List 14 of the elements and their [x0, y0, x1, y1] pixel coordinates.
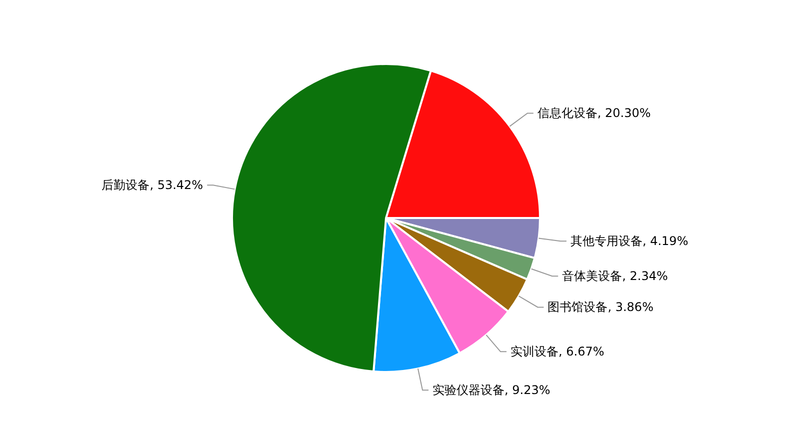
data-label: , 6.67% — [558, 344, 604, 359]
slice-label: 实训设备 — [510, 344, 559, 359]
data-label: , 9.23% — [504, 383, 550, 398]
slice-label: 图书馆设备 — [548, 300, 608, 314]
data-label: , 3.86% — [608, 300, 654, 314]
slice-label: 实验仪器设备 — [432, 383, 505, 398]
data-label: , 20.30% — [597, 106, 651, 120]
data-label: , 53.42% — [150, 178, 204, 192]
slice-label: 后勤设备 — [102, 178, 150, 192]
data-label: , 2.34% — [622, 269, 668, 284]
slice-label: 其他专用设备 — [570, 234, 642, 248]
slice-label: 音体美设备 — [562, 269, 622, 284]
slice-label: 信息化设备 — [537, 106, 598, 120]
data-label: , 4.19% — [642, 234, 688, 248]
